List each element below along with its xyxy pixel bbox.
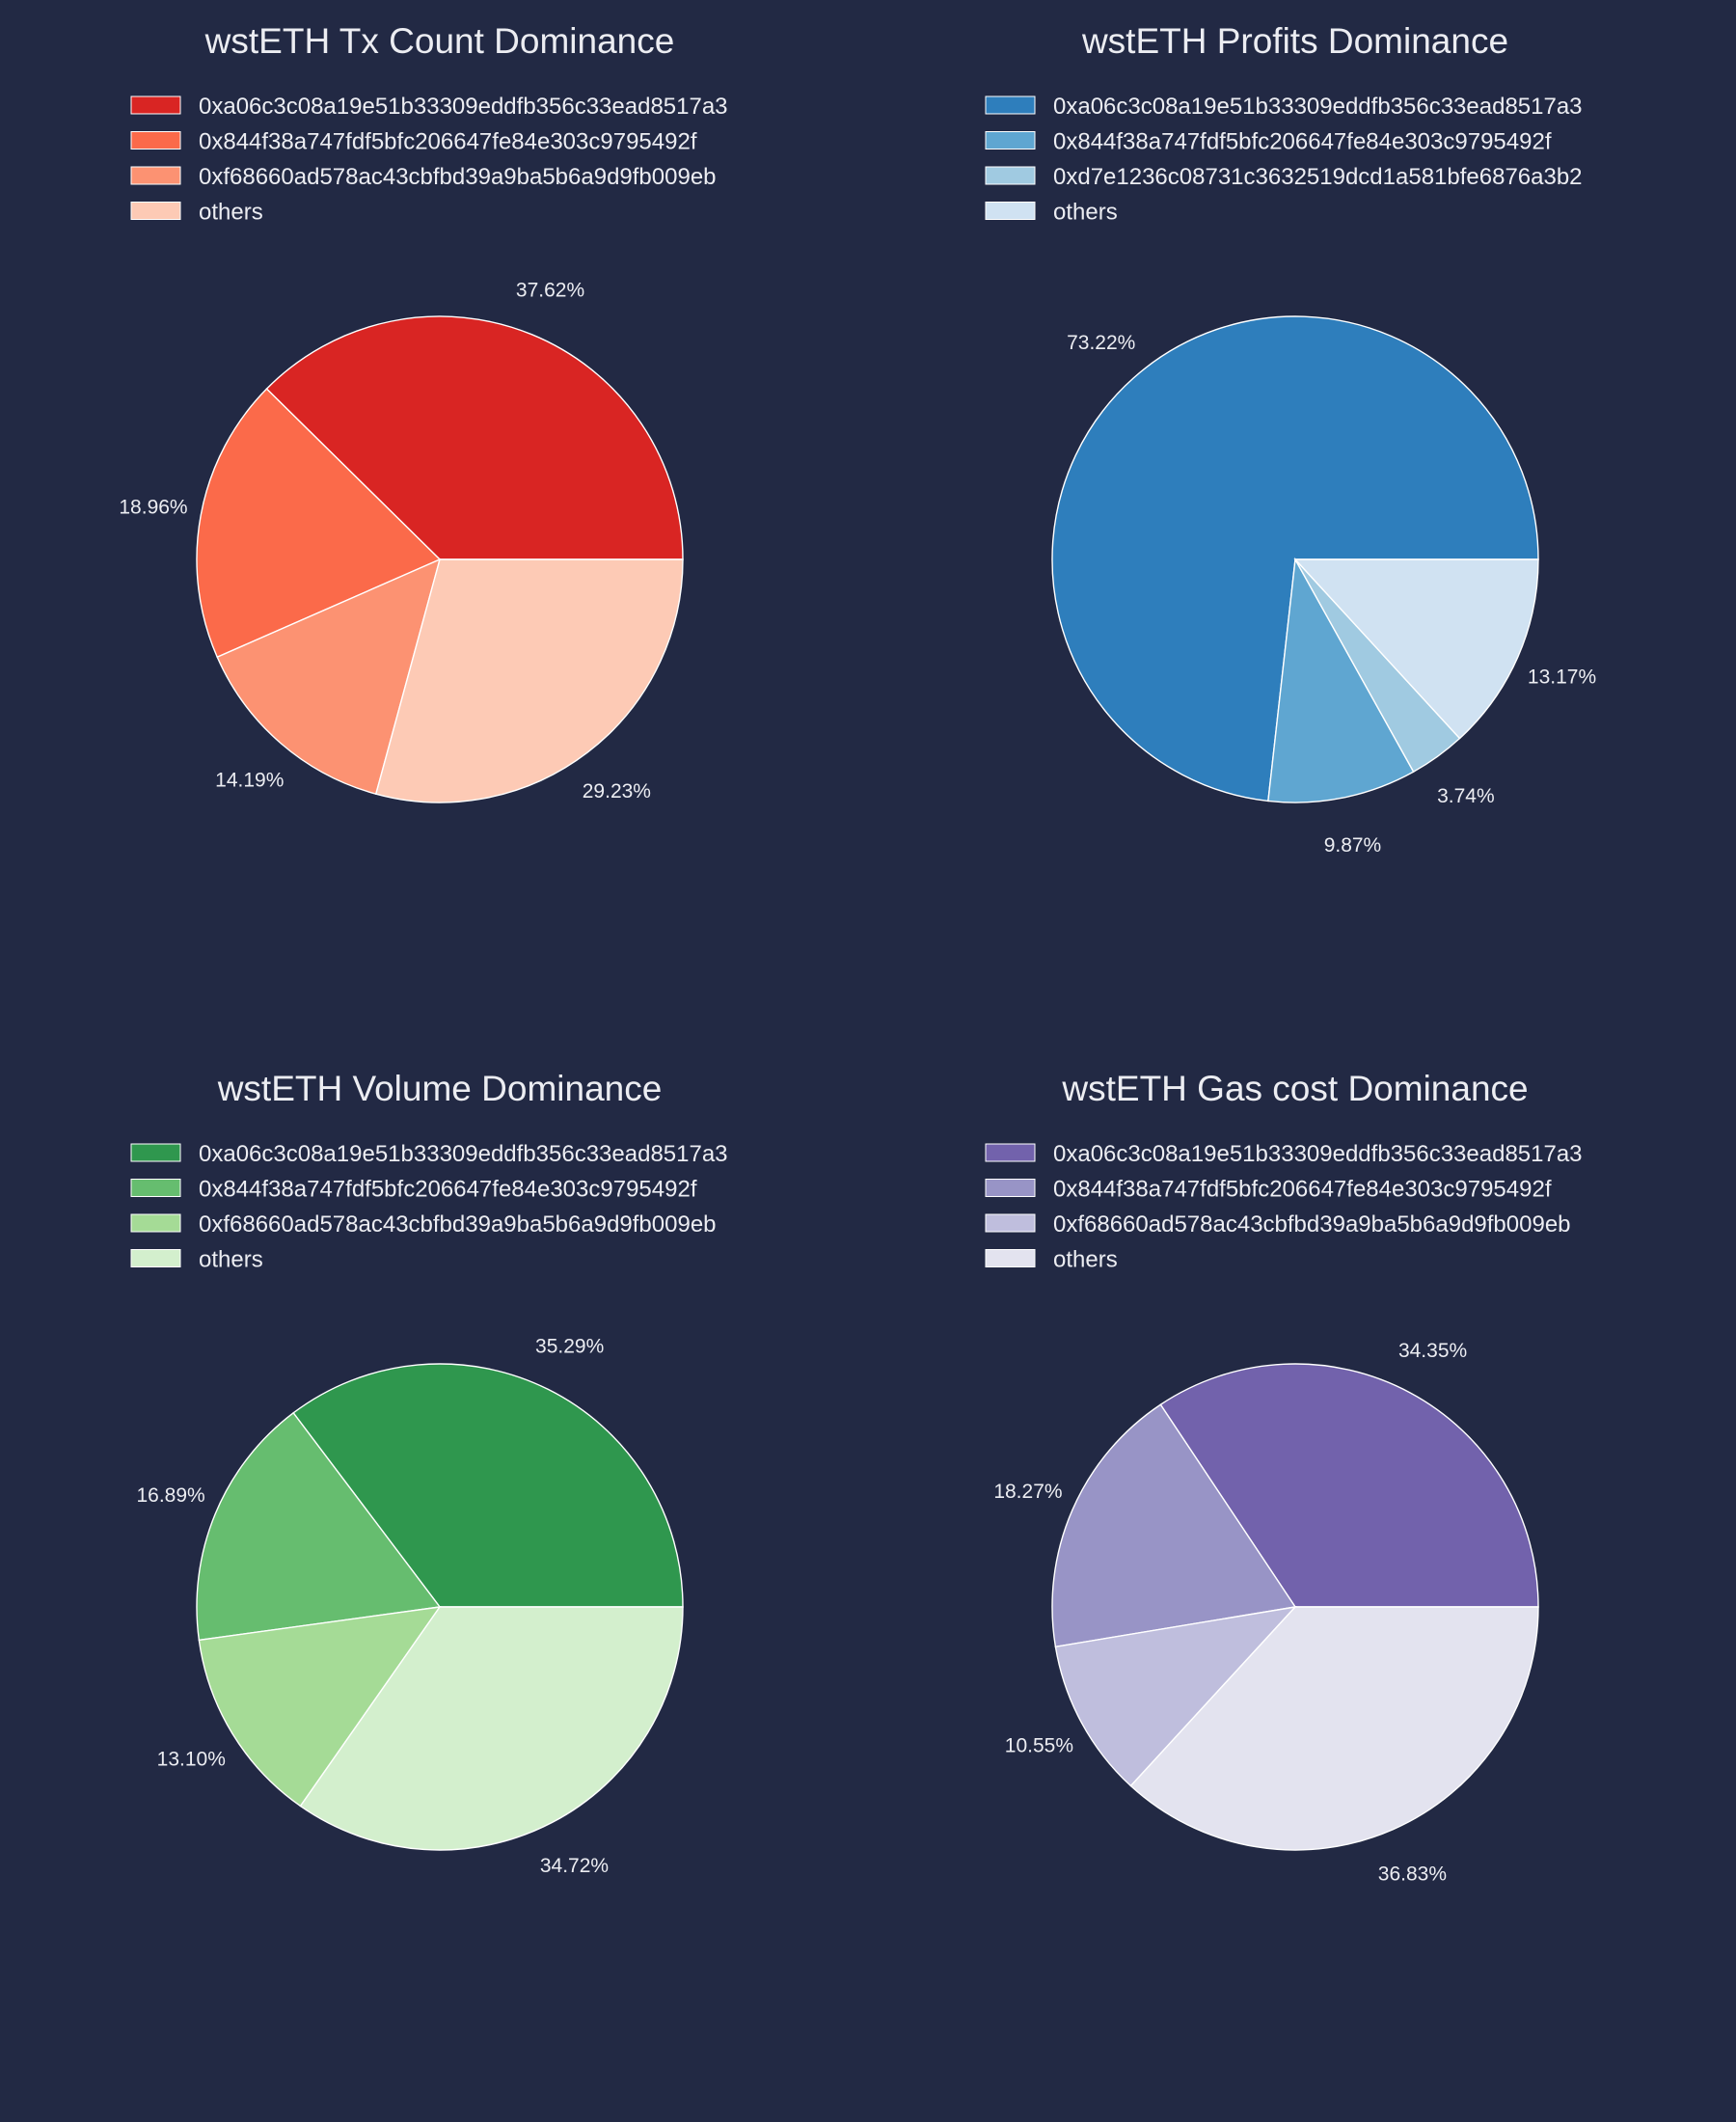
slice-percent-label: 14.19% (215, 770, 284, 792)
pie-slice (265, 315, 684, 560)
legend: 0xa06c3c08a19e51b33309eddfb356c33ead8517… (985, 1141, 1583, 1273)
chart-title: wstETH Tx Count Dominance (204, 21, 675, 61)
legend-label: 0xf68660ad578ac43cbfbd39a9ba5b6a9d9fb009… (199, 164, 717, 190)
slice-percent-label: 18.27% (993, 1481, 1062, 1503)
slice-percent-label: 73.22% (1067, 332, 1135, 354)
pie-chart-4: wstETH Gas cost Dominance 34.35% 18.27% 10.… (985, 1069, 1583, 1886)
legend-swatch (985, 1143, 1036, 1162)
legend-label: 0x844f38a747fdf5bfc206647fe84e303c979549… (1053, 1177, 1552, 1203)
legend-swatch (130, 1143, 181, 1162)
legend-swatch (985, 202, 1036, 220)
pie-slice (216, 558, 442, 796)
chart-title: wstETH Profits Dominance (1081, 21, 1508, 61)
slice-percent-label: 16.89% (136, 1484, 204, 1507)
chart-title: wstETH Gas cost Dominance (1061, 1069, 1528, 1108)
legend-label: others (1053, 200, 1118, 226)
legend: 0xa06c3c08a19e51b33309eddfb356c33ead8517… (130, 94, 728, 226)
pie-slice (1267, 557, 1415, 803)
pie-chart-2: wstETH Profits Dominance 73.22% 9.87% 3.74%… (985, 21, 1596, 857)
legend-label: 0xa06c3c08a19e51b33309eddfb356c33ead8517… (1053, 1141, 1583, 1167)
legend-swatch (130, 95, 181, 115)
legend-swatch (130, 1213, 181, 1233)
legend-swatch (985, 95, 1036, 115)
legend-swatch (130, 1249, 181, 1267)
slice-percent-label: 35.29% (535, 1336, 604, 1358)
pie-slice (196, 1411, 442, 1642)
legend-label: others (199, 1247, 263, 1273)
legend-swatch (985, 166, 1036, 185)
slice-percent-label: 13.17% (1528, 666, 1596, 688)
slice-percent-label: 3.74% (1437, 785, 1495, 807)
legend-label: 0x844f38a747fdf5bfc206647fe84e303c979549… (1053, 129, 1552, 155)
legend-label: 0x844f38a747fdf5bfc206647fe84e303c979549… (199, 1177, 697, 1203)
slice-percent-label: 29.23% (583, 780, 651, 803)
slice-percent-label: 36.83% (1378, 1864, 1447, 1886)
legend-swatch (130, 131, 181, 150)
slice-percent-label: 10.55% (1005, 1735, 1073, 1757)
pie-slice (1051, 1403, 1297, 1648)
pie-slice (292, 1363, 684, 1608)
pie-slice (374, 558, 684, 803)
pie-chart-3: wstETH Volume Dominance 35.29% 16.89% 13.10… (130, 1069, 728, 1877)
legend-label: 0xa06c3c08a19e51b33309eddfb356c33ead8517… (199, 1141, 728, 1167)
pie-slice (198, 1606, 442, 1808)
legend-label: 0xf68660ad578ac43cbfbd39a9ba5b6a9d9fb009… (1053, 1211, 1571, 1238)
legend-label: others (1053, 1247, 1118, 1273)
legend-swatch (130, 202, 181, 220)
legend-swatch (985, 1179, 1036, 1197)
legend-label: 0xa06c3c08a19e51b33309eddfb356c33ead8517… (199, 94, 728, 120)
pie-slice (299, 1606, 684, 1851)
slice-percent-label: 18.96% (119, 496, 187, 518)
pie-slice (1129, 1606, 1539, 1851)
slice-percent-label: 37.62% (516, 280, 584, 302)
pie-slice (1293, 558, 1539, 740)
legend-label: 0xa06c3c08a19e51b33309eddfb356c33ead8517… (1053, 94, 1583, 120)
chart-title: wstETH Volume Dominance (217, 1069, 663, 1108)
pie-slice (1054, 1605, 1297, 1787)
legend-label: others (199, 200, 263, 226)
legend: 0xa06c3c08a19e51b33309eddfb356c33ead8517… (985, 94, 1583, 226)
legend: 0xa06c3c08a19e51b33309eddfb356c33ead8517… (130, 1141, 728, 1273)
legend-swatch (985, 1249, 1036, 1267)
legend-swatch (130, 1179, 181, 1197)
legend-label: 0xf68660ad578ac43cbfbd39a9ba5b6a9d9fb009… (199, 1211, 717, 1238)
pie-slice (196, 388, 442, 659)
legend-label: 0x844f38a747fdf5bfc206647fe84e303c979549… (199, 129, 697, 155)
slice-percent-label: 9.87% (1324, 834, 1382, 857)
slice-percent-label: 34.35% (1398, 1340, 1467, 1362)
pie-chart-1: wstETH Tx Count Dominance 37.62% 18.96% 14.… (119, 21, 728, 803)
legend-swatch (130, 166, 181, 185)
legend-swatch (985, 131, 1036, 150)
slice-percent-label: 13.10% (157, 1748, 226, 1770)
legend-label: 0xd7e1236c08731c3632519dcd1a581bfe6876a3… (1053, 164, 1583, 190)
slice-percent-label: 34.72% (540, 1855, 609, 1877)
legend-swatch (985, 1213, 1036, 1233)
